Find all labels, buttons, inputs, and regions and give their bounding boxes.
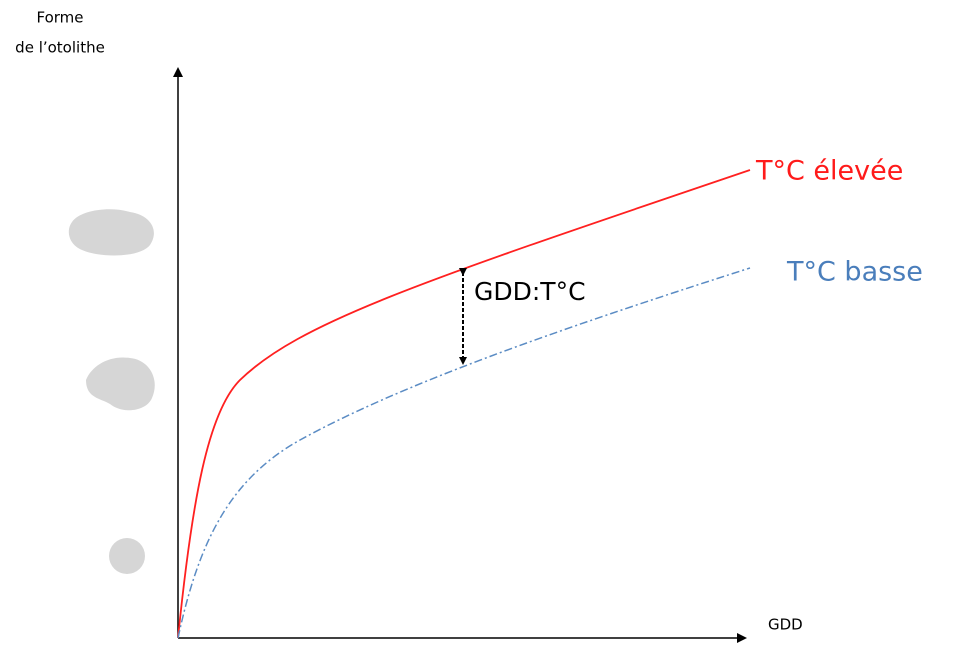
y-axis-label-line1: Forme — [36, 9, 83, 27]
x-axis-label: GDD — [768, 616, 803, 634]
curve-label-low: T°C basse — [786, 257, 923, 288]
otolith-small — [109, 538, 145, 574]
y-axis-label-line2: de l’otolithe — [15, 39, 105, 57]
curve-low — [177, 267, 751, 639]
otolith-large — [68, 209, 154, 256]
annotation: GDD:T°C — [474, 277, 586, 306]
curve-high — [177, 169, 751, 639]
otolith-medium — [86, 357, 155, 411]
curve-label-high: T°C élevée — [755, 156, 903, 187]
